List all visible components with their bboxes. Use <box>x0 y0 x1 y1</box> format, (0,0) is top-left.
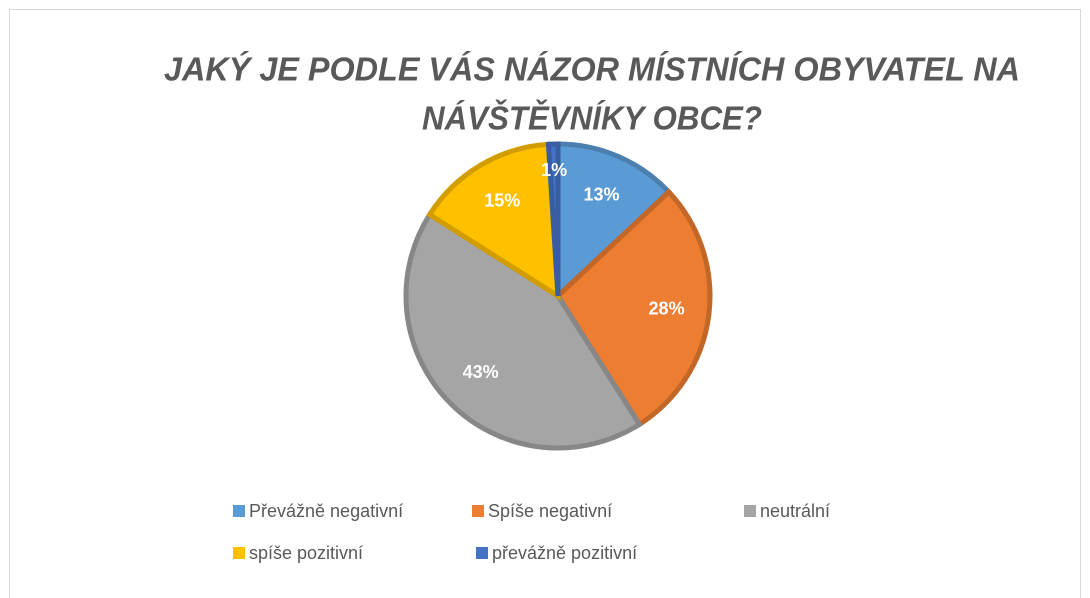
pie-slice <box>554 188 713 428</box>
legend-swatch <box>472 505 484 517</box>
chart-title: JAKÝ JE PODLE VÁS NÁZOR MÍSTNÍCH OBYVATE… <box>164 51 1020 88</box>
data-label: 15% <box>484 191 520 211</box>
pie-slice <box>426 141 561 301</box>
legend-swatch <box>476 547 488 559</box>
data-label: 1% <box>541 160 567 180</box>
legend-label: Převážně negativní <box>249 501 403 521</box>
legend-label: spíše pozitivní <box>249 543 363 563</box>
legend-swatch <box>233 505 245 517</box>
legend-label: převážně pozitivní <box>492 543 637 563</box>
legend-swatch <box>233 547 245 559</box>
pie-slice <box>545 141 561 297</box>
pie-slice <box>555 141 673 302</box>
data-label: 28% <box>649 298 685 318</box>
legend-swatch <box>744 505 756 517</box>
data-label: 43% <box>463 362 499 382</box>
data-label: 13% <box>583 184 619 204</box>
pie-slice <box>403 211 643 451</box>
chart-title: NÁVŠTĚVNÍKY OBCE? <box>422 99 762 137</box>
legend-label: neutrální <box>760 501 830 521</box>
legend-label: Spíše negativní <box>488 501 612 521</box>
